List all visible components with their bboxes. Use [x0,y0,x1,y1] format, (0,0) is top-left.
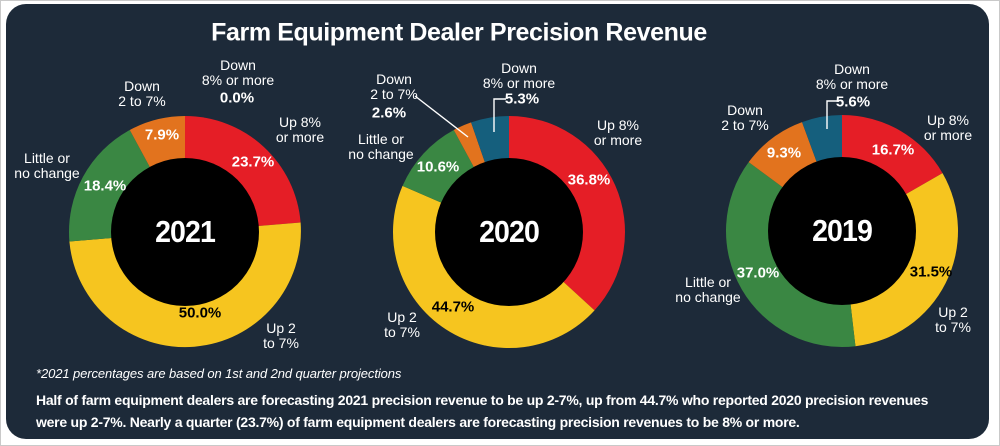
segment-label-down-2-to-7: Down 2 to 7% [118,77,166,109]
value-label-down-8-or-more: 0.0% [219,89,255,107]
segment-label-down-8-or-more: Down 8% or more [815,60,889,92]
value-label-up-2-to-7: 50.0% [178,304,222,322]
value-label-up-2-to-7: 44.7% [431,298,475,316]
value-label-down-8-or-more: 5.6% [835,93,871,111]
segment-label-little-or-no-change: Little or no change [348,130,414,162]
value-label-little-or-no-change: 18.4% [83,177,127,195]
year-label-2020: 2020 [479,214,540,249]
segment-label-up-8-or-more: Up 8% or more [593,116,643,148]
segment-label-down-8-or-more: Down 8% or more [482,59,556,91]
segment-label-little-or-no-change: Little or no change [675,273,741,305]
page-title: Farm Equipment Dealer Precision Revenue [211,18,707,47]
segment-label-down-2-to-7: Down 2 to 7% [721,101,769,133]
segment-label-up-2-to-7: Up 2 to 7% [384,308,420,340]
segment-label-up-2-to-7: Up 2 to 7% [935,303,971,335]
footnote: *2021 percentages are based on 1st and 2… [36,366,402,381]
summary-text: Half of farm equipment dealers are forec… [36,392,929,430]
value-label-down-2-to-7: 7.9% [144,126,180,144]
segment-label-little-or-no-change: Little or no change [14,149,80,181]
segment-label-up-8-or-more: Up 8% or more [923,111,973,143]
value-label-little-or-no-change: 37.0% [736,264,780,282]
year-label-2021: 2021 [155,214,216,249]
value-label-up-8-or-more: 16.7% [871,141,915,159]
value-label-up-8-or-more: 36.8% [567,171,611,189]
value-label-up-8-or-more: 23.7% [231,153,275,171]
segment-label-down-8-or-more: Down 8% or more [201,56,275,88]
segment-label-up-8-or-more: Up 8% or more [275,113,325,145]
value-label-down-8-or-more: 5.3% [504,90,540,108]
value-label-little-or-no-change: 10.6% [416,158,460,176]
value-label-down-2-to-7: 9.3% [766,144,802,162]
value-label-up-2-to-7: 31.5% [909,263,953,281]
year-label-2019: 2019 [812,213,873,248]
segment-label-up-2-to-7: Up 2 to 7% [263,319,299,351]
segment-label-down-2-to-7: Down 2 to 7% [370,70,418,102]
value-label-down-2-to-7: 2.6% [371,104,407,122]
